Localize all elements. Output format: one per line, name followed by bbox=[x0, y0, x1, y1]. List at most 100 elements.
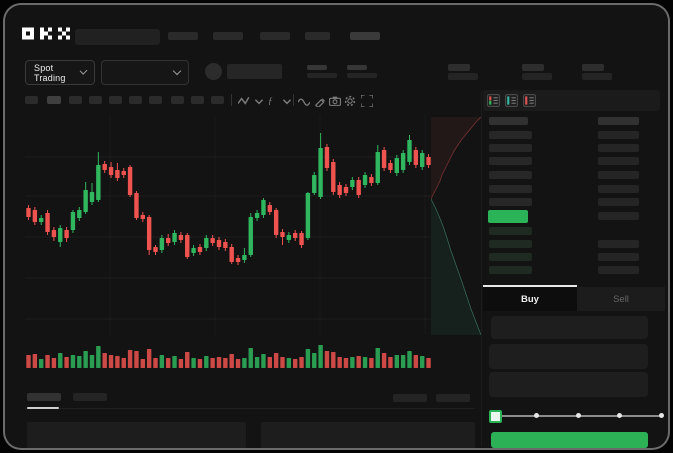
amount-cell bbox=[598, 212, 639, 220]
bid-row[interactable] bbox=[489, 266, 532, 274]
ask-row[interactable] bbox=[489, 131, 532, 139]
trade-input[interactable] bbox=[489, 372, 648, 397]
nav-item[interactable] bbox=[260, 32, 290, 40]
svg-text:ƒ: ƒ bbox=[268, 96, 273, 106]
ask-row[interactable] bbox=[489, 198, 532, 206]
stat-value-placeholder bbox=[307, 73, 337, 78]
toolbar-divider bbox=[293, 94, 294, 106]
timeframe-pill[interactable] bbox=[89, 96, 102, 104]
chart-tab[interactable] bbox=[393, 394, 427, 402]
stat-label-placeholder bbox=[448, 64, 470, 71]
orders-table-placeholder bbox=[27, 422, 246, 448]
amount-cell bbox=[598, 185, 639, 193]
depth-overlay bbox=[431, 117, 481, 335]
timeframe-pill[interactable] bbox=[109, 96, 122, 104]
ask-row[interactable] bbox=[489, 157, 532, 165]
slider-stop[interactable] bbox=[658, 413, 664, 418]
panel-divider bbox=[481, 91, 482, 446]
wave-tool-icon[interactable] bbox=[298, 95, 310, 107]
tab-sell[interactable] bbox=[577, 287, 665, 311]
timeframe-pill[interactable] bbox=[211, 96, 224, 104]
panel-divider bbox=[25, 408, 475, 409]
bids-only-icon[interactable] bbox=[505, 94, 518, 107]
pair-selector[interactable] bbox=[101, 60, 189, 85]
stat-value-placeholder bbox=[522, 73, 552, 80]
stat-label-placeholder bbox=[307, 65, 327, 70]
timeframe-pill[interactable] bbox=[25, 96, 38, 104]
chart-tab[interactable] bbox=[73, 393, 107, 401]
amount-cell bbox=[598, 240, 639, 248]
amount-slider[interactable] bbox=[483, 405, 665, 427]
chart-type-icon[interactable] bbox=[238, 95, 250, 107]
slider-stop[interactable] bbox=[617, 413, 622, 418]
bid-row[interactable] bbox=[489, 240, 532, 248]
fullscreen-icon[interactable] bbox=[361, 95, 373, 107]
pair-name-placeholder bbox=[227, 64, 282, 79]
stat-value-placeholder bbox=[448, 73, 478, 80]
timeframe-pill[interactable] bbox=[191, 96, 204, 104]
tab-buy[interactable] bbox=[483, 287, 577, 311]
book-amount-header bbox=[598, 117, 639, 125]
active-tab-underline bbox=[27, 407, 59, 409]
timeframe-pill-active[interactable] bbox=[47, 96, 61, 104]
amount-cell bbox=[598, 157, 639, 165]
nav-item[interactable] bbox=[350, 32, 380, 40]
timeframe-pill[interactable] bbox=[69, 96, 82, 104]
book-price-header bbox=[489, 117, 528, 125]
stat-value-placeholder bbox=[347, 73, 377, 78]
amount-cell bbox=[598, 171, 639, 179]
buy-tab-label[interactable]: Buy bbox=[521, 294, 539, 305]
orders-table-placeholder bbox=[261, 422, 475, 448]
brush-tool-icon[interactable] bbox=[314, 95, 326, 107]
chart-tab[interactable] bbox=[436, 394, 470, 402]
trade-input[interactable] bbox=[491, 316, 648, 339]
nav-item[interactable] bbox=[305, 32, 330, 40]
trade-input[interactable] bbox=[489, 344, 648, 369]
amount-cell bbox=[598, 253, 639, 261]
chevron-down-icon bbox=[172, 66, 182, 76]
ask-row[interactable] bbox=[489, 185, 532, 193]
slider-stop[interactable] bbox=[534, 413, 539, 418]
chevron-down-icon[interactable] bbox=[281, 95, 293, 107]
slider-stop[interactable] bbox=[575, 413, 581, 418]
toolbar-divider bbox=[231, 94, 232, 106]
bid-row[interactable] bbox=[489, 227, 532, 235]
timeframe-pill[interactable] bbox=[171, 96, 184, 104]
sell-tab-label[interactable]: Sell bbox=[613, 294, 629, 305]
candlestick-chart[interactable] bbox=[25, 115, 431, 335]
bid-row[interactable] bbox=[489, 253, 532, 261]
ask-row[interactable] bbox=[489, 144, 532, 152]
market-type-selector[interactable]: Spot Trading bbox=[25, 60, 95, 85]
market-type-label: Spot Trading bbox=[34, 62, 66, 83]
amount-cell bbox=[598, 144, 639, 152]
timeframe-pill[interactable] bbox=[149, 96, 162, 104]
buy-tab-underline bbox=[483, 285, 577, 287]
amount-cell bbox=[598, 131, 639, 139]
search-input[interactable] bbox=[75, 29, 160, 45]
coin-avatar bbox=[205, 63, 222, 80]
volume-pane bbox=[26, 345, 431, 368]
stat-value-placeholder bbox=[582, 73, 612, 80]
stat-label-placeholder bbox=[347, 65, 367, 70]
chevron-down-icon[interactable] bbox=[253, 95, 265, 107]
indicators-icon[interactable]: ƒ bbox=[267, 95, 279, 107]
camera-icon[interactable] bbox=[329, 95, 341, 107]
asks-only-icon[interactable] bbox=[523, 94, 536, 107]
nav-item[interactable] bbox=[213, 32, 243, 40]
buy-confirm-button[interactable] bbox=[491, 432, 648, 448]
nav-item[interactable] bbox=[168, 32, 198, 40]
price-highlight[interactable] bbox=[488, 210, 528, 223]
amount-cell bbox=[598, 198, 639, 206]
timeframe-pill[interactable] bbox=[129, 96, 142, 104]
stat-label-placeholder bbox=[582, 64, 604, 71]
chart-tab-active[interactable] bbox=[27, 393, 61, 401]
stat-label-placeholder bbox=[522, 64, 544, 71]
okx-logo[interactable] bbox=[22, 27, 70, 40]
settings-gear-icon[interactable] bbox=[344, 95, 356, 107]
app-window: Spot Trading ƒ bbox=[3, 3, 670, 450]
ask-row[interactable] bbox=[489, 171, 532, 179]
amount-cell bbox=[598, 266, 639, 274]
slider-handle[interactable] bbox=[489, 410, 502, 423]
combined-book-icon[interactable] bbox=[487, 94, 500, 107]
